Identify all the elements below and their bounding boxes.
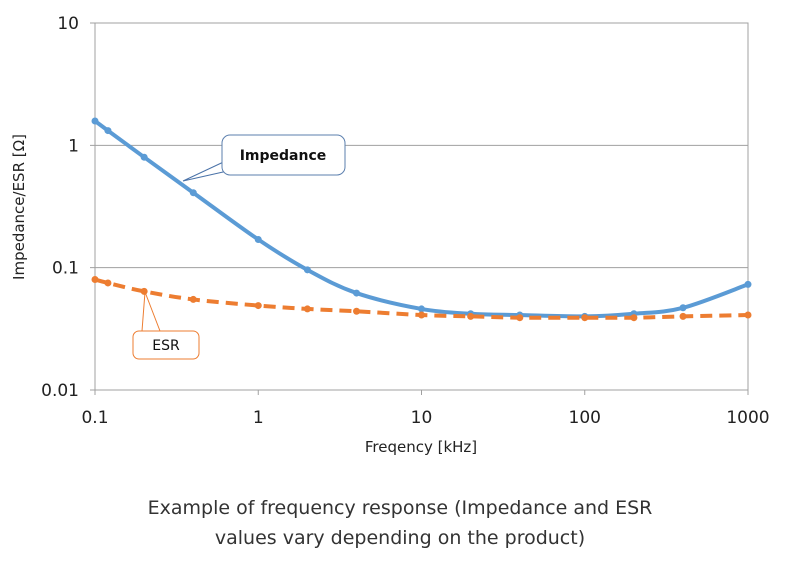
caption-line-1: Example of frequency response (Impedance… <box>147 497 653 519</box>
impedance-point <box>254 235 262 243</box>
x-tick-label: 100 <box>569 408 601 428</box>
y-axis-label: Impedance/ESR [Ω] <box>10 134 28 280</box>
impedance-point <box>353 289 361 297</box>
esr-label: ESR <box>152 338 180 354</box>
impedance-point <box>189 189 197 197</box>
impedance-point <box>303 266 311 274</box>
esr-point <box>630 314 638 322</box>
impedance-callout: Impedance <box>182 134 346 182</box>
x-tick-label: 1000 <box>726 408 769 428</box>
impedance-point <box>104 127 112 135</box>
series <box>91 117 752 322</box>
impedance-point <box>91 117 99 125</box>
esr-point <box>303 305 311 313</box>
esr-point <box>516 314 524 322</box>
y-tick-label: 0.01 <box>41 381 79 401</box>
esr-point <box>91 276 99 284</box>
impedance-point <box>679 304 687 312</box>
impedance-point <box>418 305 425 313</box>
esr-callout: ESR <box>132 291 200 360</box>
esr-point <box>467 312 475 320</box>
grid <box>90 22 749 395</box>
impedance-label: Impedance <box>240 148 327 164</box>
x-axis-label: Freqency [kHz] <box>365 438 477 456</box>
impedance-point <box>140 153 148 161</box>
y-tick-label: 0.1 <box>52 259 79 279</box>
x-tick-label: 0.1 <box>81 408 108 428</box>
esr-point <box>353 307 361 315</box>
esr-point <box>189 295 197 303</box>
esr-point <box>679 312 687 320</box>
caption: Example of frequency response (Impedance… <box>0 493 800 553</box>
esr-point <box>104 279 112 287</box>
caption-line-2: values vary depending on the product) <box>214 527 586 549</box>
esr-point <box>581 314 589 322</box>
esr-point <box>254 302 262 310</box>
esr-point <box>418 311 425 319</box>
x-tick-label: 1 <box>253 408 264 428</box>
esr-point <box>140 287 148 295</box>
esr-point <box>744 311 752 319</box>
impedance-point <box>744 280 752 288</box>
y-tick-label: 1 <box>68 136 79 156</box>
x-tick-label: 10 <box>411 408 433 428</box>
y-tick-label: 10 <box>57 14 79 34</box>
impedance-line <box>93 119 749 319</box>
